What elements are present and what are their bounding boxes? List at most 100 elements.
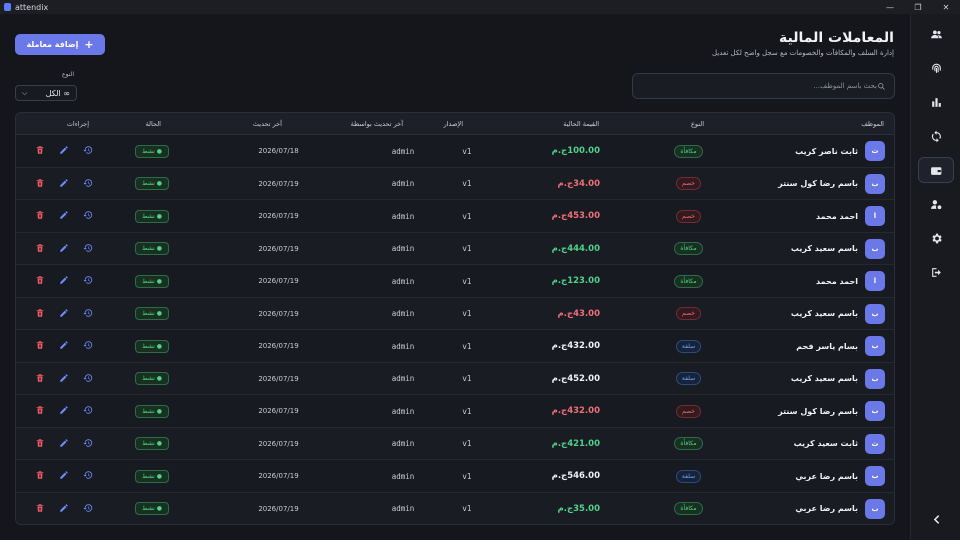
delete-button[interactable] [34,406,45,417]
delete-button[interactable] [34,146,45,157]
status-cell: ● نشط [126,200,178,232]
col-amount[interactable]: القيمة الحالية [563,120,599,128]
amount-value: 432.00 [567,341,600,351]
history-button[interactable] [82,146,93,157]
delete-button[interactable] [34,178,45,189]
sidebar-item-reports[interactable] [918,89,954,115]
col-updated-at[interactable]: آخر تحديث [252,120,282,128]
table-row[interactable]: ث ثابت ناصر كريب مكافأة ج.م 100.00 v1 admin 202… [16,135,894,168]
updated-by-cell: admin [391,276,415,286]
delete-button[interactable] [34,503,45,514]
edit-button[interactable] [58,178,69,189]
delete-button[interactable] [34,243,45,254]
updated-by-cell: admin [391,504,415,513]
delete-button[interactable] [34,471,45,482]
sidebar-item-finance[interactable] [918,157,954,183]
status-badge: ● نشط [135,209,169,223]
minimize-button[interactable]: — [886,2,894,12]
maximize-button[interactable]: ❐ [914,2,922,12]
edit-button[interactable] [58,146,69,157]
col-employee[interactable]: الموظف [861,120,884,128]
employee-avatar: ا [865,206,885,226]
col-status[interactable]: الحالة [145,120,161,128]
search-input[interactable] [647,82,877,90]
history-button[interactable] [82,438,93,449]
employee-search[interactable] [632,73,895,99]
col-updated-by[interactable]: آخر تحديث بواسطة [350,120,403,128]
edit-button[interactable] [58,438,69,449]
status-badge: ● نشط [135,469,169,483]
edit-button[interactable] [58,276,69,287]
col-version[interactable]: الإصدار [443,120,463,128]
edit-button[interactable] [58,503,69,514]
updated-by-cell: admin [391,146,415,156]
pencil-icon [59,405,69,417]
table-row[interactable]: ب باسم سعيد كريب مكافأة ج.م 444.00 v1 admin 202… [16,232,894,265]
table-row[interactable]: ب باسم رضا كول سنتر خصم ج.م 34.00 v1 admin 2026… [16,167,894,200]
history-button[interactable] [82,178,93,189]
delete-button[interactable] [34,211,45,222]
history-icon [82,145,93,157]
edit-button[interactable] [58,341,69,352]
add-transaction-button[interactable]: + إضافة معاملة [15,34,105,55]
sidebar-item-employees[interactable] [918,21,954,47]
table-row[interactable]: ب باسم رضا عربي سلفة ج.م 546.00 v1 admin 2026/0… [16,460,894,493]
edit-button[interactable] [58,308,69,319]
table-row[interactable]: ب باسم رضا عربي مكافأة ج.م 35.00 v1 admin 2026/… [16,492,894,524]
edit-button[interactable] [58,471,69,482]
version-cell: v1 [462,179,472,188]
chevron-down-icon: ⌵ [22,88,28,97]
table-row[interactable]: ث ثابت سعيد كريب مكافأة ج.م 421.00 v1 admin 202… [16,427,894,460]
pencil-icon [59,308,69,320]
history-button[interactable] [82,406,93,417]
amount-cell: ج.م 100.00 [526,135,600,167]
sidebar-item-attendance[interactable] [918,55,954,81]
delete-button[interactable] [34,438,45,449]
history-button[interactable] [82,341,93,352]
updated-by-cell: admin [391,211,415,221]
table-row[interactable]: ب باسم رضا كول سنتر خصم ج.م 432.00 v1 admin 202… [16,395,894,428]
row-actions [32,395,102,427]
sidebar-collapse-button[interactable] [918,506,954,532]
sidebar-item-logout[interactable] [918,259,954,285]
delete-button[interactable] [34,276,45,287]
edit-button[interactable] [58,211,69,222]
table-row[interactable]: ا احمد محمد مكافأة ج.م 123.00 v1 admin 2026/07/… [16,265,894,298]
employee-avatar: ب [865,173,885,194]
history-button[interactable] [82,276,93,287]
employee-name: باسم سعيد كريب [790,244,858,253]
amount-value: 444.00 [567,243,600,254]
col-type[interactable]: النوع [691,120,704,128]
trash-icon [35,373,45,385]
table-row[interactable]: ب بسام ياسر فحم سلفة ج.م 432.00 v1 admin 2026/0… [16,330,894,363]
history-button[interactable] [82,211,93,222]
delete-button[interactable] [34,373,45,384]
history-button[interactable] [82,503,93,514]
edit-button[interactable] [58,243,69,254]
edit-button[interactable] [58,406,69,417]
history-button[interactable] [82,373,93,384]
history-button[interactable] [82,243,93,254]
delete-button[interactable] [34,308,45,319]
updated-by-cell: admin [391,179,415,188]
updated-by-cell: admin [391,471,415,481]
sidebar-nav [910,14,960,540]
type-badge: خصم [676,404,701,418]
sidebar-item-sync[interactable] [918,123,954,149]
type-badge: مكافأة [674,502,703,515]
history-button[interactable] [82,471,93,482]
sidebar-item-settings[interactable] [918,225,954,251]
history-button[interactable] [82,308,93,319]
table-row[interactable]: ب باسم سعيد كريب سلفة ج.م 452.00 v1 admin 2026/… [16,362,894,395]
version-cell: v1 [462,374,472,383]
edit-button[interactable] [58,373,69,384]
sidebar-item-user-settings[interactable] [918,191,954,217]
close-window-button[interactable]: ✕ [942,2,950,12]
table-row[interactable]: ا احمد محمد خصم ج.م 453.00 v1 admin 2026/07/19 ●… [16,200,894,233]
delete-button[interactable] [34,341,45,352]
history-icon [82,275,93,287]
table-row[interactable]: ب باسم سعيد كريب خصم ج.م 43.00 v1 admin 2026/07… [16,297,894,330]
currency-label: ج.م [551,406,568,416]
currency-label: ج.م [551,243,568,254]
type-filter-select[interactable]: ∞ الكل ⌵ [15,85,77,101]
